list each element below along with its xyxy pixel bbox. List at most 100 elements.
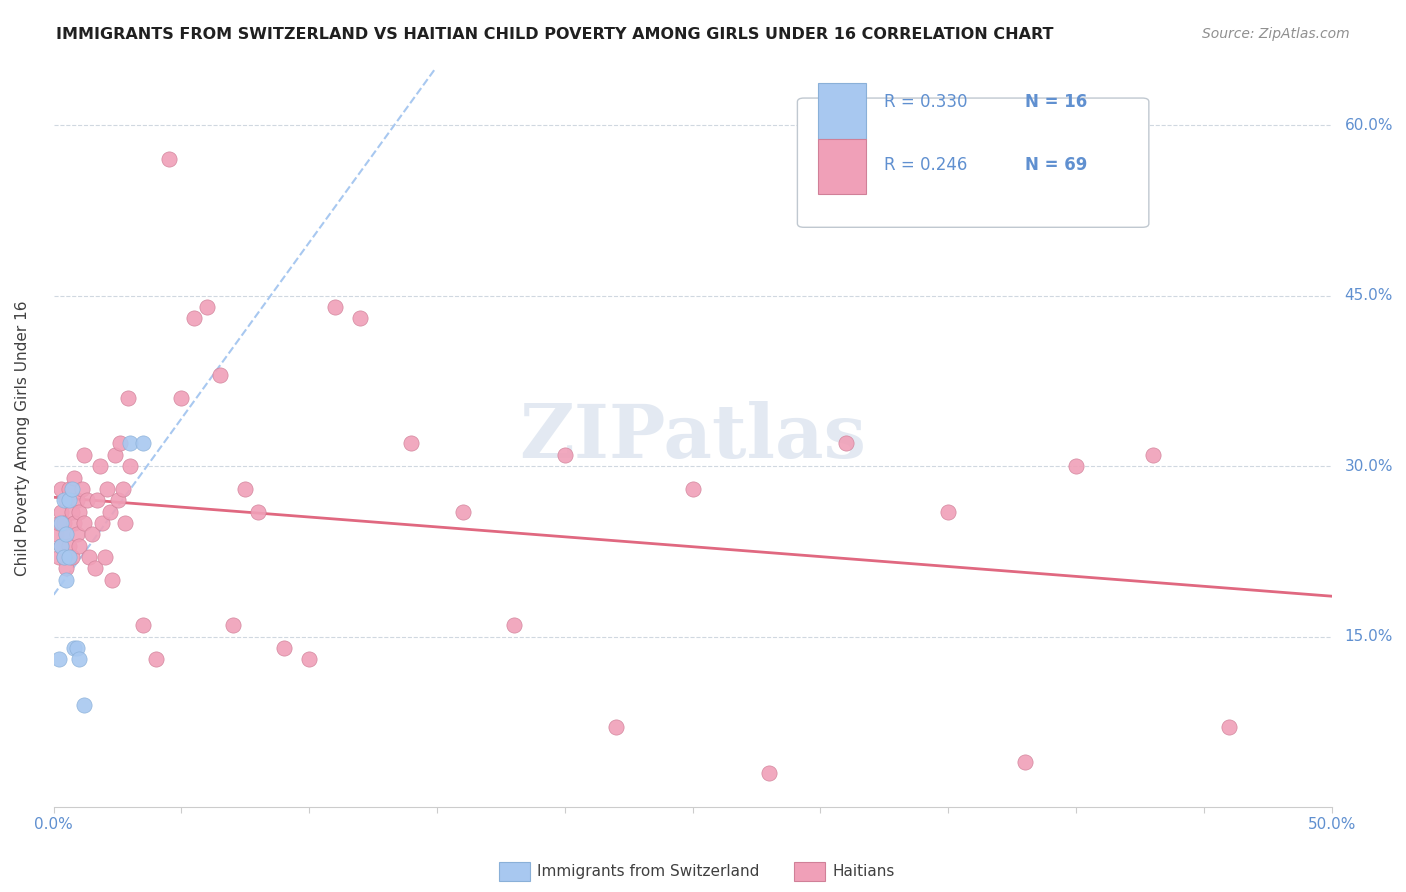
Point: [107, 493, 129, 508]
Point: [67, 539, 90, 553]
Point: [48, 516, 70, 530]
Point: [247, 505, 270, 519]
Text: ZIPatlas: ZIPatlas: [519, 401, 866, 475]
Point: [1064, 459, 1087, 474]
Point: [76, 493, 98, 508]
Point: [89, 459, 111, 474]
Point: [65, 640, 87, 655]
Point: [835, 436, 858, 450]
Point: [1142, 448, 1164, 462]
FancyBboxPatch shape: [797, 98, 1149, 227]
Text: 30.0%: 30.0%: [1344, 458, 1393, 474]
Point: [605, 721, 627, 735]
Point: [65, 527, 87, 541]
Point: [73, 448, 96, 462]
Point: [70, 482, 93, 496]
Point: [60, 482, 83, 496]
Text: IMMIGRANTS FROM SWITZERLAND VS HAITIAN CHILD POVERTY AMONG GIRLS UNDER 16 CORREL: IMMIGRANTS FROM SWITZERLAND VS HAITIAN C…: [56, 27, 1053, 42]
Point: [52, 493, 75, 508]
Point: [349, 311, 371, 326]
Point: [170, 391, 193, 405]
Text: Source: ZipAtlas.com: Source: ZipAtlas.com: [1202, 27, 1350, 41]
Text: Haitians: Haitians: [832, 864, 894, 879]
Point: [51, 539, 73, 553]
Point: [48, 549, 70, 564]
Text: Immigrants from Switzerland: Immigrants from Switzerland: [537, 864, 759, 879]
Point: [183, 311, 205, 326]
Point: [51, 482, 73, 496]
Y-axis label: Child Poverty Among Girls Under 16: Child Poverty Among Girls Under 16: [15, 300, 30, 575]
Point: [111, 482, 134, 496]
Point: [157, 153, 180, 167]
Point: [73, 516, 96, 530]
Point: [451, 505, 474, 519]
Point: [79, 549, 101, 564]
Point: [67, 505, 90, 519]
Point: [63, 470, 86, 484]
Point: [108, 436, 131, 450]
Point: [73, 698, 96, 712]
Point: [682, 482, 704, 496]
Point: [117, 391, 139, 405]
Point: [60, 549, 83, 564]
Point: [91, 516, 114, 530]
Point: [55, 527, 77, 541]
Point: [502, 618, 524, 632]
Point: [120, 436, 142, 450]
Point: [96, 482, 118, 496]
Text: R = 0.246: R = 0.246: [884, 155, 967, 174]
Point: [273, 640, 295, 655]
Point: [58, 482, 80, 496]
Point: [208, 368, 231, 383]
Point: [51, 505, 73, 519]
Point: [936, 505, 959, 519]
Point: [86, 493, 108, 508]
Point: [51, 516, 73, 530]
Point: [132, 436, 155, 450]
Text: 45.0%: 45.0%: [1344, 288, 1393, 303]
Text: 15.0%: 15.0%: [1344, 629, 1393, 644]
Point: [55, 561, 77, 575]
FancyBboxPatch shape: [818, 138, 866, 194]
Text: N = 69: N = 69: [1025, 155, 1087, 174]
Point: [65, 493, 87, 508]
Point: [1218, 721, 1240, 735]
Point: [101, 573, 124, 587]
Point: [758, 765, 780, 780]
Point: [98, 505, 121, 519]
Point: [58, 539, 80, 553]
Point: [83, 561, 105, 575]
Point: [221, 618, 243, 632]
Point: [58, 549, 80, 564]
FancyBboxPatch shape: [818, 83, 866, 138]
Text: R = 0.330: R = 0.330: [884, 93, 967, 111]
Point: [323, 300, 346, 314]
Point: [401, 436, 423, 450]
Point: [55, 527, 77, 541]
Point: [52, 516, 75, 530]
Point: [58, 493, 80, 508]
Point: [104, 448, 127, 462]
Text: 60.0%: 60.0%: [1344, 118, 1393, 133]
Point: [52, 549, 75, 564]
Point: [63, 516, 86, 530]
Point: [52, 549, 75, 564]
Point: [114, 516, 136, 530]
Point: [55, 493, 77, 508]
Point: [298, 652, 321, 666]
Point: [132, 618, 155, 632]
Point: [55, 573, 77, 587]
Point: [1014, 755, 1036, 769]
Point: [145, 652, 167, 666]
Point: [67, 652, 90, 666]
Point: [554, 448, 576, 462]
Point: [195, 300, 218, 314]
Point: [51, 539, 73, 553]
Text: N = 16: N = 16: [1025, 93, 1087, 111]
Point: [233, 482, 256, 496]
Point: [48, 652, 70, 666]
Point: [80, 527, 103, 541]
Point: [93, 549, 115, 564]
Point: [63, 640, 86, 655]
Point: [120, 459, 142, 474]
